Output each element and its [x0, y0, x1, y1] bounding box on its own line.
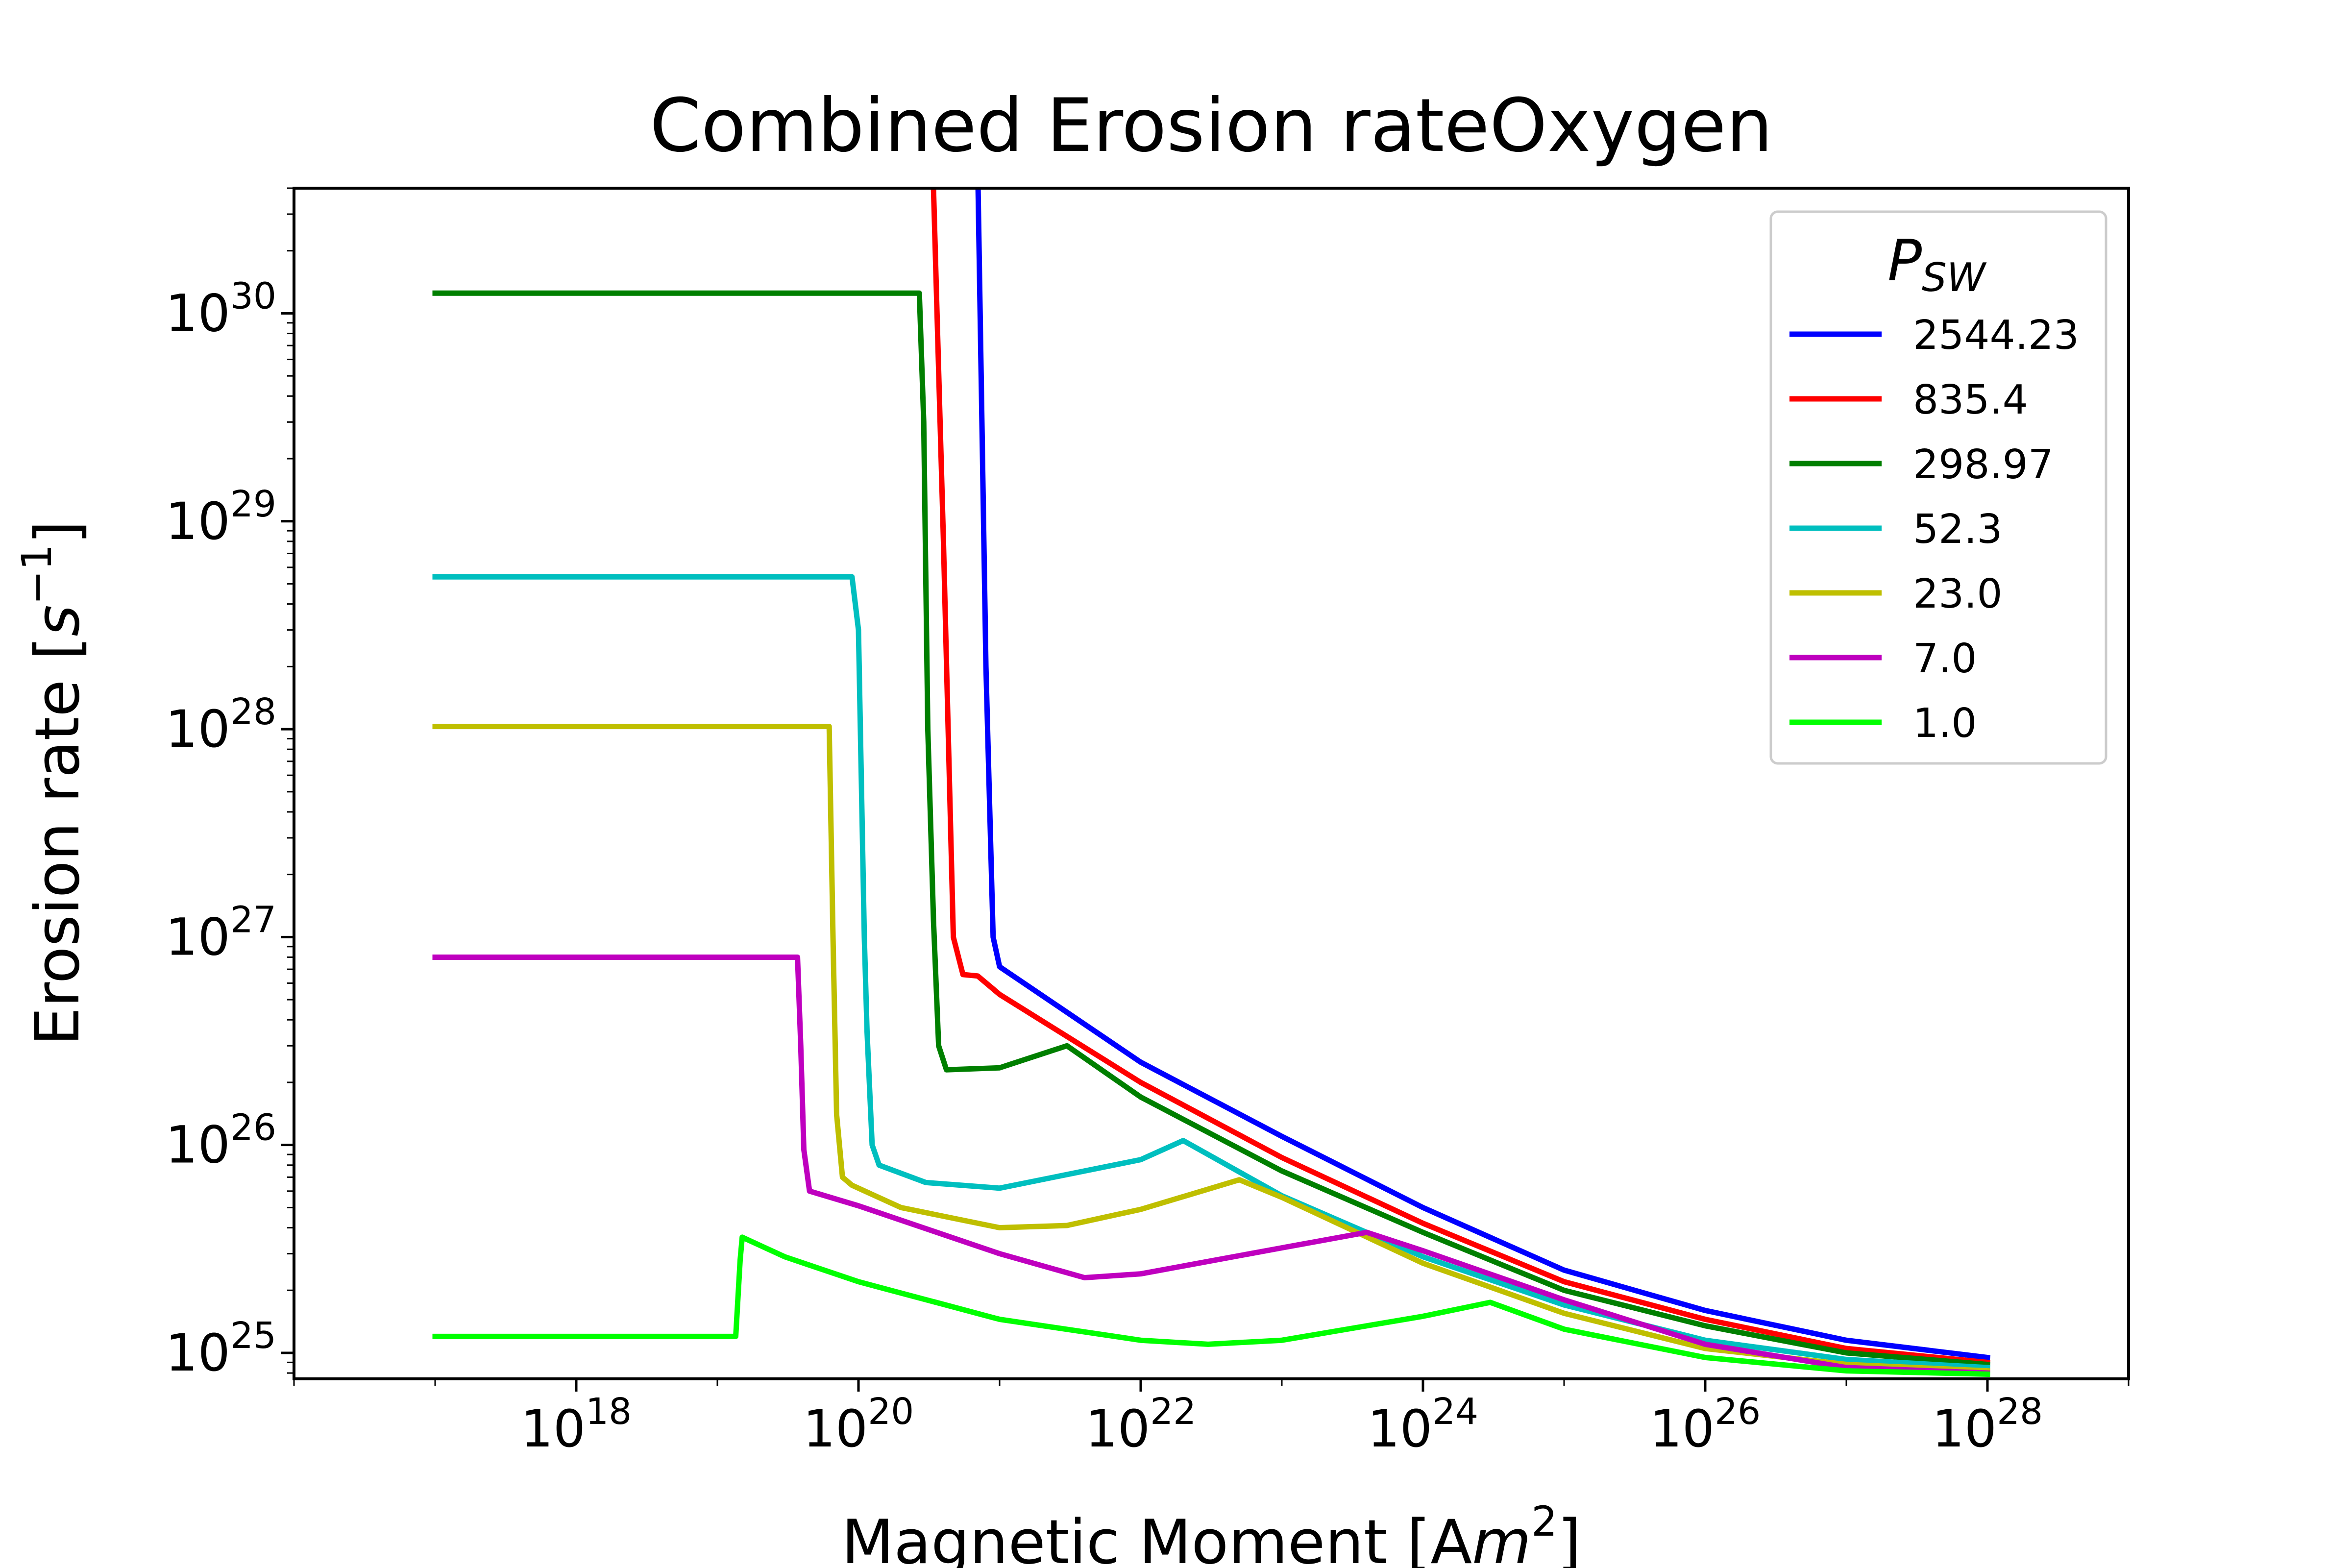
legend-box — [1769, 210, 2107, 765]
y-tick-label: 1025 — [165, 1315, 276, 1383]
series-line-7-0 — [432, 955, 1990, 1376]
y-tick-label: 1029 — [165, 483, 276, 551]
legend-item: 52.3 — [1789, 506, 2003, 553]
legend-label: 23.0 — [1913, 571, 2003, 617]
series-line-835-4 — [930, 188, 1991, 1366]
series-line-2544-23 — [975, 188, 1991, 1361]
legend-item: 1.0 — [1789, 700, 1977, 747]
legend-label: 7.0 — [1913, 636, 1977, 682]
legend-label: 298.97 — [1913, 441, 2054, 488]
y-tick-label: 1028 — [165, 691, 276, 759]
series-layer — [432, 188, 1991, 1377]
y-axis-title: Erosion rate [s−1] — [13, 520, 93, 1046]
y-axis: 1025 1026 1027 1028 1029 1030 — [165, 187, 294, 1383]
legend-item: 23.0 — [1789, 571, 2003, 617]
x-tick-label: 1022 — [1085, 1391, 1197, 1459]
y-tick-label: 1026 — [165, 1107, 276, 1175]
y-tick-label: 1030 — [165, 275, 276, 343]
legend-label: 2544.23 — [1913, 312, 2079, 359]
legend-item: 7.0 — [1789, 636, 1977, 682]
x-axis: 1018 1020 1022 1024 1026 1028 — [293, 1379, 2130, 1459]
legend-item: 2544.23 — [1789, 312, 2079, 359]
legend-label: 1.0 — [1913, 700, 1977, 747]
chart-title: Combined Erosion rateOxygen — [650, 83, 1773, 169]
legend-item: 835.4 — [1789, 377, 2028, 423]
x-tick-label: 1018 — [521, 1391, 632, 1459]
legend-label: 52.3 — [1913, 506, 2003, 553]
legend-title: PSW — [1887, 228, 1987, 300]
series-line-23-0 — [432, 724, 1990, 1374]
series-line-298-97 — [432, 290, 1990, 1368]
x-tick-label: 1020 — [803, 1391, 914, 1459]
x-axis-title: Magnetic Moment [Am2] — [841, 1497, 1581, 1568]
x-tick-label: 1028 — [1932, 1391, 2043, 1459]
legend: PSW 2544.23 835.4 298.97 52.3 23.0 7.0 1.0 — [1769, 210, 2107, 765]
y-tick-label: 1027 — [165, 899, 276, 967]
legend-items: 2544.23 835.4 298.97 52.3 23.0 7.0 1.0 — [1789, 312, 2079, 747]
legend-label: 835.4 — [1913, 377, 2028, 423]
x-tick-label: 1026 — [1650, 1391, 1761, 1459]
series-line-1-0 — [432, 1234, 1990, 1377]
x-tick-label: 1024 — [1368, 1391, 1479, 1459]
plot-frame — [293, 187, 2130, 1380]
series-line-52-3 — [432, 574, 1990, 1371]
legend-item: 298.97 — [1789, 441, 2054, 488]
